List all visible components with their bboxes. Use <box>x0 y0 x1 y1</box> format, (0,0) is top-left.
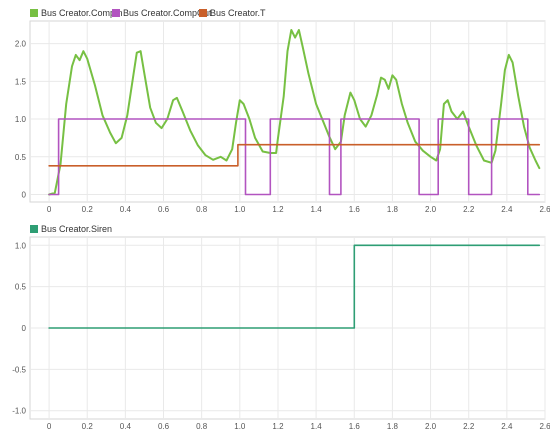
chart-panel-bottom: Bus Creator.Siren -1.0 -0.5 0 0.5 1.0 0 0.2 0.… <box>12 224 550 431</box>
x-tick-label: 0 <box>47 205 52 214</box>
legend-label-compout: Bus Creator.CompOut <box>123 8 212 18</box>
y-tick-label: 0 <box>22 190 27 199</box>
series-top <box>48 29 541 196</box>
grid-top <box>30 21 546 202</box>
y-tick-label: 0.5 <box>15 283 27 292</box>
x-tick-labels-top: 0 0.2 0.4 0.6 0.8 1.0 1.2 1.4 1.6 1.8 2.0 2.2 2.4 2.6 <box>47 205 550 214</box>
series-line-bus-creator-siren <box>48 244 541 329</box>
x-tick-label: 1.0 <box>234 205 246 214</box>
chart-panel-top: Bus Creator.CompIn Bus Creator.CompOut B… <box>15 8 550 214</box>
legend-label-compin: Bus Creator.CompIn <box>41 8 123 18</box>
legend-label-t: Bus Creator.T <box>210 8 266 18</box>
x-tick-label: 2.2 <box>463 205 475 214</box>
x-tick-label: 0.4 <box>120 205 132 214</box>
legend-item-compout[interactable]: Bus Creator.CompOut <box>112 8 212 18</box>
x-tick-label: 1.6 <box>349 205 361 214</box>
x-tick-label: 2.4 <box>501 422 513 431</box>
y-tick-label: 0 <box>22 324 27 333</box>
x-tick-label: 0.8 <box>196 422 208 431</box>
y-tick-label: 1.5 <box>15 77 27 86</box>
x-tick-label: 1.4 <box>311 422 323 431</box>
series-bottom <box>48 244 541 329</box>
legend-bottom: Bus Creator.Siren <box>30 224 112 234</box>
x-tick-label: 0.8 <box>196 205 208 214</box>
series-line-bus-creator-t <box>48 143 541 167</box>
x-tick-label: 1.2 <box>272 422 284 431</box>
x-tick-label: 2.4 <box>501 205 513 214</box>
y-tick-label: -1.0 <box>12 407 26 416</box>
y-tick-labels-top: 0 0.5 1.0 1.5 2.0 <box>15 40 27 200</box>
x-tick-label: 0.6 <box>158 422 170 431</box>
y-tick-label: 1.0 <box>15 241 27 250</box>
x-tick-label: 2.2 <box>463 422 475 431</box>
x-tick-labels-bottom: 0 0.2 0.4 0.6 0.8 1.0 1.2 1.4 1.6 1.8 2.0 2.2 2.4 2.6 <box>47 422 550 431</box>
x-tick-label: 0.2 <box>82 205 94 214</box>
x-tick-label: 2.6 <box>539 205 550 214</box>
legend-top: Bus Creator.CompIn Bus Creator.CompOut B… <box>30 8 266 18</box>
x-tick-label: 1.2 <box>272 205 284 214</box>
legend-item-siren[interactable]: Bus Creator.Siren <box>30 224 112 234</box>
legend-item-t[interactable]: Bus Creator.T <box>199 8 266 18</box>
x-tick-label: 2.0 <box>425 422 437 431</box>
y-tick-labels-bottom: -1.0 -0.5 0 0.5 1.0 <box>12 241 26 415</box>
y-tick-label: -0.5 <box>12 365 26 374</box>
series-line-bus-creator-compin <box>48 29 541 196</box>
y-tick-label: 0.5 <box>15 153 27 162</box>
x-tick-label: 0 <box>47 422 52 431</box>
y-tick-label: 2.0 <box>15 40 27 49</box>
x-tick-label: 0.2 <box>82 422 94 431</box>
x-tick-label: 1.8 <box>387 205 399 214</box>
x-tick-label: 0.4 <box>120 422 132 431</box>
legend-swatch-compin <box>30 9 38 17</box>
legend-label-siren: Bus Creator.Siren <box>41 224 112 234</box>
x-tick-label: 1.0 <box>234 422 246 431</box>
legend-swatch-compout <box>112 9 120 17</box>
x-tick-label: 1.8 <box>387 422 399 431</box>
legend-item-compin[interactable]: Bus Creator.CompIn <box>30 8 123 18</box>
x-tick-label: 1.4 <box>311 205 323 214</box>
y-tick-label: 1.0 <box>15 115 27 124</box>
x-tick-label: 2.0 <box>425 205 437 214</box>
series-line-bus-creator-compout <box>48 118 541 196</box>
x-tick-label: 2.6 <box>539 422 550 431</box>
legend-swatch-t <box>199 9 207 17</box>
x-tick-label: 1.6 <box>349 422 361 431</box>
legend-swatch-siren <box>30 225 38 233</box>
x-tick-label: 0.6 <box>158 205 170 214</box>
